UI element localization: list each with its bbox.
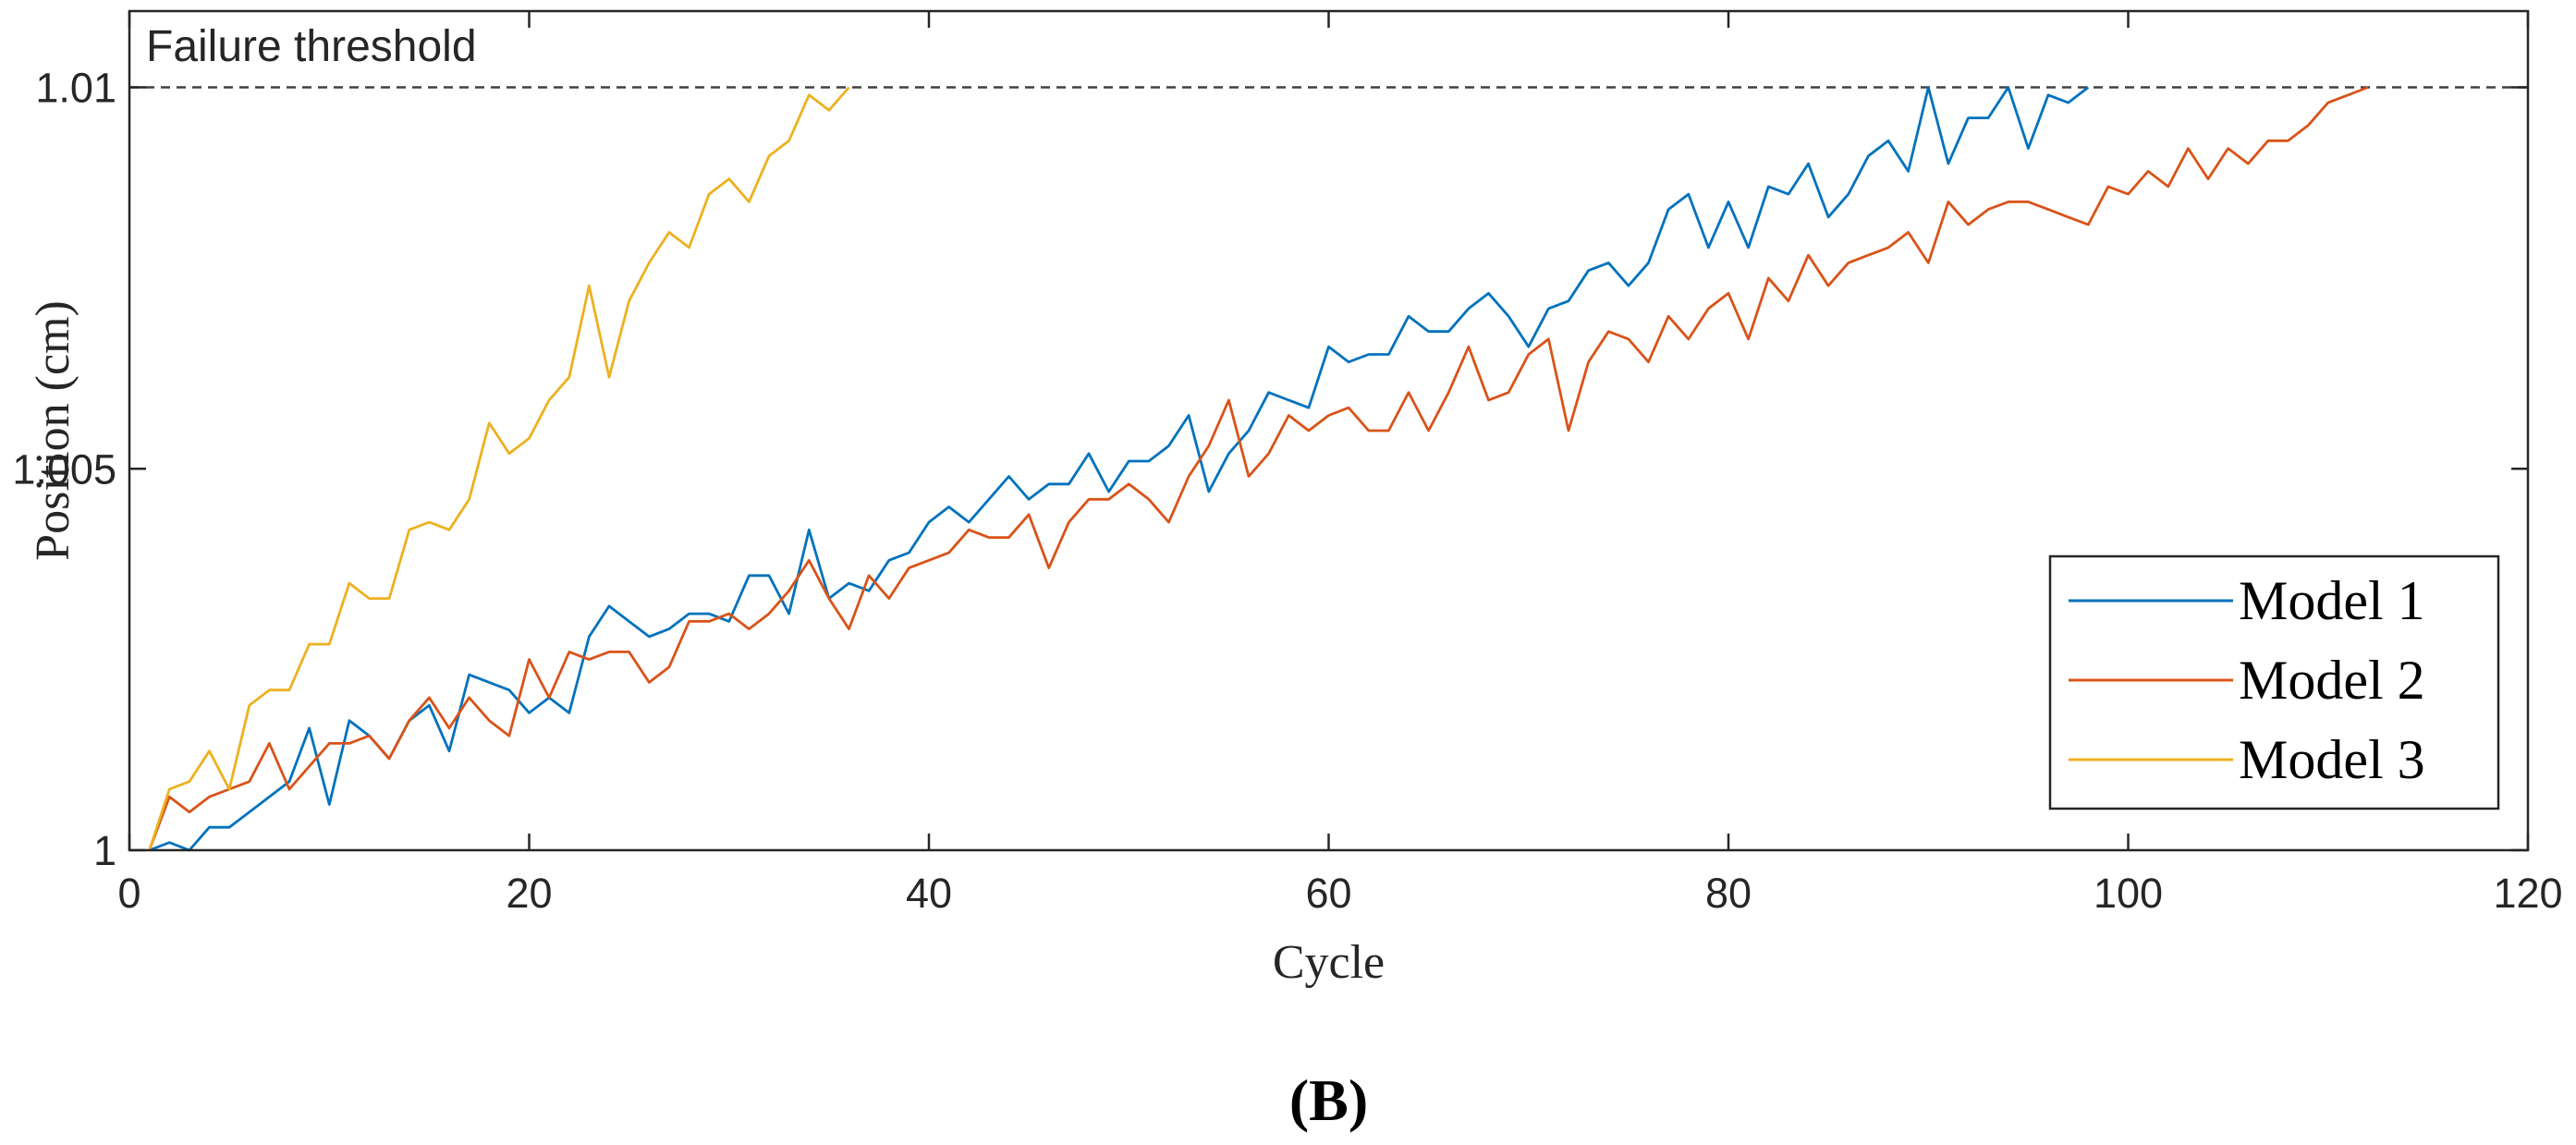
x-tick-label: 100 — [2094, 870, 2163, 917]
axis-ticks: 0 20 40 60 80 100 120 1 1.005 1.01 — [12, 11, 2563, 917]
panel-label: (B) — [1289, 1067, 1368, 1133]
y-axis-label: Position (cm) — [27, 300, 79, 561]
x-axis-label: Cycle — [1273, 936, 1385, 989]
series-line-model-2 — [148, 86, 2369, 851]
series-layer — [148, 86, 2369, 852]
x-tick-label: 80 — [1705, 870, 1752, 917]
y-tick-label: 1.01 — [35, 65, 116, 112]
series-line-model-3 — [148, 86, 850, 851]
x-tick-label: 60 — [1305, 870, 1351, 917]
y-tick-label: 1.005 — [12, 445, 116, 493]
y-tick-label: 1 — [93, 827, 116, 874]
series-line-model-1 — [149, 86, 2090, 852]
legend-label-model-3: Model 3 — [2239, 729, 2425, 790]
x-tick-label: 0 — [117, 870, 140, 917]
x-tick-label: 120 — [2493, 870, 2562, 917]
legend-label-model-1: Model 1 — [2239, 570, 2425, 631]
legend-label-model-2: Model 2 — [2239, 650, 2425, 711]
legend: Model 1 Model 2 Model 3 — [2048, 554, 2500, 810]
x-tick-label: 20 — [506, 870, 552, 917]
failure-threshold-label: Failure threshold — [146, 22, 477, 71]
legend-box — [2048, 554, 2500, 810]
x-tick-label: 40 — [906, 870, 952, 917]
